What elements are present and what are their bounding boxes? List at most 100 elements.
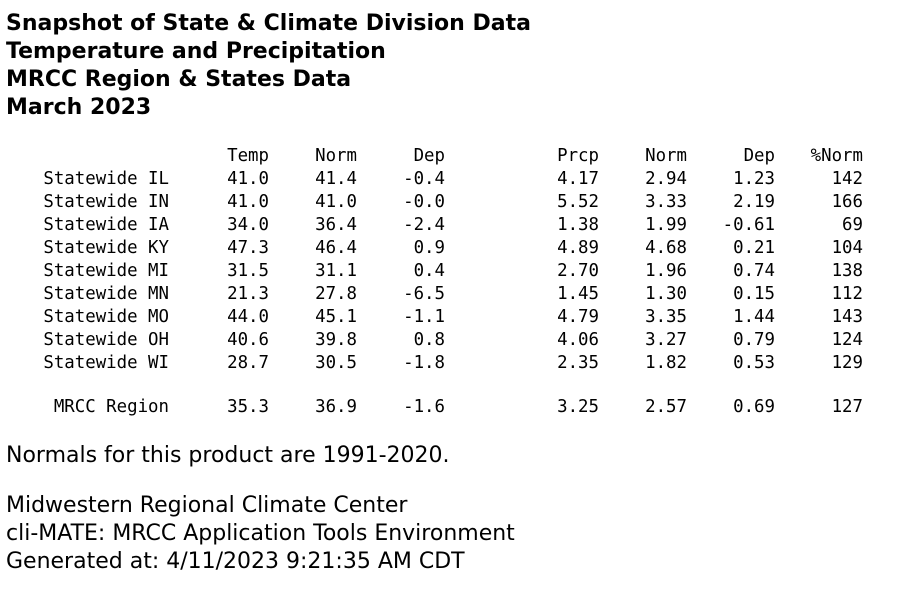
cell-temp-dep: -1.1	[403, 307, 445, 327]
cell-state-label: Statewide MN	[43, 284, 169, 304]
region-temp: 35.3	[227, 397, 269, 417]
cell-temp-norm: 39.8	[315, 330, 357, 350]
cell-pct-norm: 142	[831, 169, 863, 189]
cell-prcp-dep: 2.19	[733, 192, 775, 212]
cell-prcp-norm: 1.99	[645, 215, 687, 235]
cell-prcp-norm: 1.82	[645, 353, 687, 373]
cell-temp: 21.3	[227, 284, 269, 304]
table-row: Statewide WI 28.7 30.5 -1.8 2.35 1.82 0.53 129	[6, 352, 863, 375]
cell-prcp: 1.38	[557, 215, 599, 235]
credits-org: Midwestern Regional Climate Center	[6, 493, 408, 518]
cell-temp-dep: 0.4	[413, 261, 445, 281]
region-pct-norm: 127	[831, 397, 863, 417]
cell-temp-dep: 0.9	[413, 238, 445, 258]
region-row: MRCC Region 35.3 36.9 -1.6 3.25 2.57 0.69 127	[6, 396, 863, 419]
credits-block: Midwestern Regional Climate Center cli-M…	[6, 492, 515, 576]
cell-temp-dep: -0.4	[403, 169, 445, 189]
cell-temp-dep: -0.0	[403, 192, 445, 212]
cell-temp-norm: 41.0	[315, 192, 357, 212]
table-row: Statewide MN 21.3 27.8 -6.5 1.45 1.30 0.15 112	[6, 283, 863, 306]
cell-pct-norm: 138	[831, 261, 863, 281]
cell-pct-norm: 129	[831, 353, 863, 373]
header-temp: Temp	[227, 146, 269, 166]
header-prcp: Prcp	[557, 146, 599, 166]
cell-prcp: 4.79	[557, 307, 599, 327]
cell-state-label: Statewide IL	[43, 169, 169, 189]
cell-temp-norm: 46.4	[315, 238, 357, 258]
cell-temp: 41.0	[227, 192, 269, 212]
cell-temp-dep: -2.4	[403, 215, 445, 235]
cell-prcp-norm: 1.96	[645, 261, 687, 281]
region-prcp-dep: 0.69	[733, 397, 775, 417]
cell-temp-dep: -6.5	[403, 284, 445, 304]
header-prcp-dep: Dep	[743, 146, 775, 166]
cell-temp: 28.7	[227, 353, 269, 373]
table-row: Statewide MI 31.5 31.1 0.4 2.70 1.96 0.74 138	[6, 260, 863, 283]
cell-prcp-norm: 2.94	[645, 169, 687, 189]
region-temp-dep: -1.6	[403, 397, 445, 417]
cell-pct-norm: 104	[831, 238, 863, 258]
header-temp-norm: Norm	[315, 146, 357, 166]
header-prcp-norm: Norm	[645, 146, 687, 166]
region-label: MRCC Region	[53, 397, 169, 417]
region-prcp-norm: 2.57	[645, 397, 687, 417]
cell-prcp-dep: 0.79	[733, 330, 775, 350]
cell-temp: 40.6	[227, 330, 269, 350]
table-row: Statewide MO 44.0 45.1 -1.1 4.79 3.35 1.44 143	[6, 306, 863, 329]
cell-pct-norm: 69	[842, 215, 863, 235]
cell-temp: 44.0	[227, 307, 269, 327]
cell-state-label: Statewide MI	[43, 261, 169, 281]
cell-state-label: Statewide IA	[43, 215, 169, 235]
cell-state-label: Statewide WI	[43, 353, 169, 373]
cell-prcp-norm: 3.33	[645, 192, 687, 212]
title-line-4: March 2023	[6, 95, 152, 120]
cell-prcp: 4.06	[557, 330, 599, 350]
cell-prcp: 2.70	[557, 261, 599, 281]
cell-prcp-dep: 1.23	[733, 169, 775, 189]
cell-prcp: 4.17	[557, 169, 599, 189]
table-row: Statewide KY 47.3 46.4 0.9 4.89 4.68 0.21 104	[6, 237, 863, 260]
cell-prcp-norm: 3.35	[645, 307, 687, 327]
cell-prcp-dep: 0.74	[733, 261, 775, 281]
cell-pct-norm: 166	[831, 192, 863, 212]
cell-temp-norm: 27.8	[315, 284, 357, 304]
cell-prcp-norm: 3.27	[645, 330, 687, 350]
title-line-1: Snapshot of State & Climate Division Dat…	[6, 11, 531, 36]
cell-state-label: Statewide IN	[43, 192, 169, 212]
cell-prcp: 5.52	[557, 192, 599, 212]
cell-temp: 34.0	[227, 215, 269, 235]
cell-pct-norm: 112	[831, 284, 863, 304]
cell-temp-norm: 41.4	[315, 169, 357, 189]
cell-prcp-dep: -0.61	[722, 215, 775, 235]
cell-prcp-norm: 4.68	[645, 238, 687, 258]
cell-prcp: 1.45	[557, 284, 599, 304]
title-line-2: Temperature and Precipitation	[6, 39, 386, 64]
table-row: Statewide IN 41.0 41.0 -0.0 5.52 3.33 2.19 166	[6, 191, 863, 214]
cell-temp-norm: 45.1	[315, 307, 357, 327]
cell-state-label: Statewide MO	[43, 307, 169, 327]
table-row: Statewide IA 34.0 36.4 -2.4 1.38 1.99 -0.61 69	[6, 214, 863, 237]
normals-note: Normals for this product are 1991-2020.	[6, 443, 450, 468]
cell-temp-norm: 31.1	[315, 261, 357, 281]
credits-tool: cli-MATE: MRCC Application Tools Environ…	[6, 521, 515, 546]
cell-temp-norm: 36.4	[315, 215, 357, 235]
report-title: Snapshot of State & Climate Division Dat…	[6, 10, 531, 122]
title-line-3: MRCC Region & States Data	[6, 67, 352, 92]
table-row: Statewide OH 40.6 39.8 0.8 4.06 3.27 0.79 124	[6, 329, 863, 352]
region-temp-norm: 36.9	[315, 397, 357, 417]
credits-generated: Generated at: 4/11/2023 9:21:35 AM CDT	[6, 549, 465, 574]
cell-temp: 31.5	[227, 261, 269, 281]
cell-temp-dep: -1.8	[403, 353, 445, 373]
cell-state-label: Statewide OH	[43, 330, 169, 350]
cell-state-label: Statewide KY	[43, 238, 169, 258]
header-pct-norm: %Norm	[810, 146, 863, 166]
region-prcp: 3.25	[557, 397, 599, 417]
cell-prcp: 4.89	[557, 238, 599, 258]
cell-temp-norm: 30.5	[315, 353, 357, 373]
cell-pct-norm: 124	[831, 330, 863, 350]
header-temp-dep: Dep	[413, 146, 445, 166]
cell-prcp-dep: 0.53	[733, 353, 775, 373]
table-row: Statewide IL 41.0 41.4 -0.4 4.17 2.94 1.23 142	[6, 168, 863, 191]
cell-prcp: 2.35	[557, 353, 599, 373]
table-header-row: Temp Norm Dep Prcp Norm Dep %Norm	[6, 145, 863, 168]
